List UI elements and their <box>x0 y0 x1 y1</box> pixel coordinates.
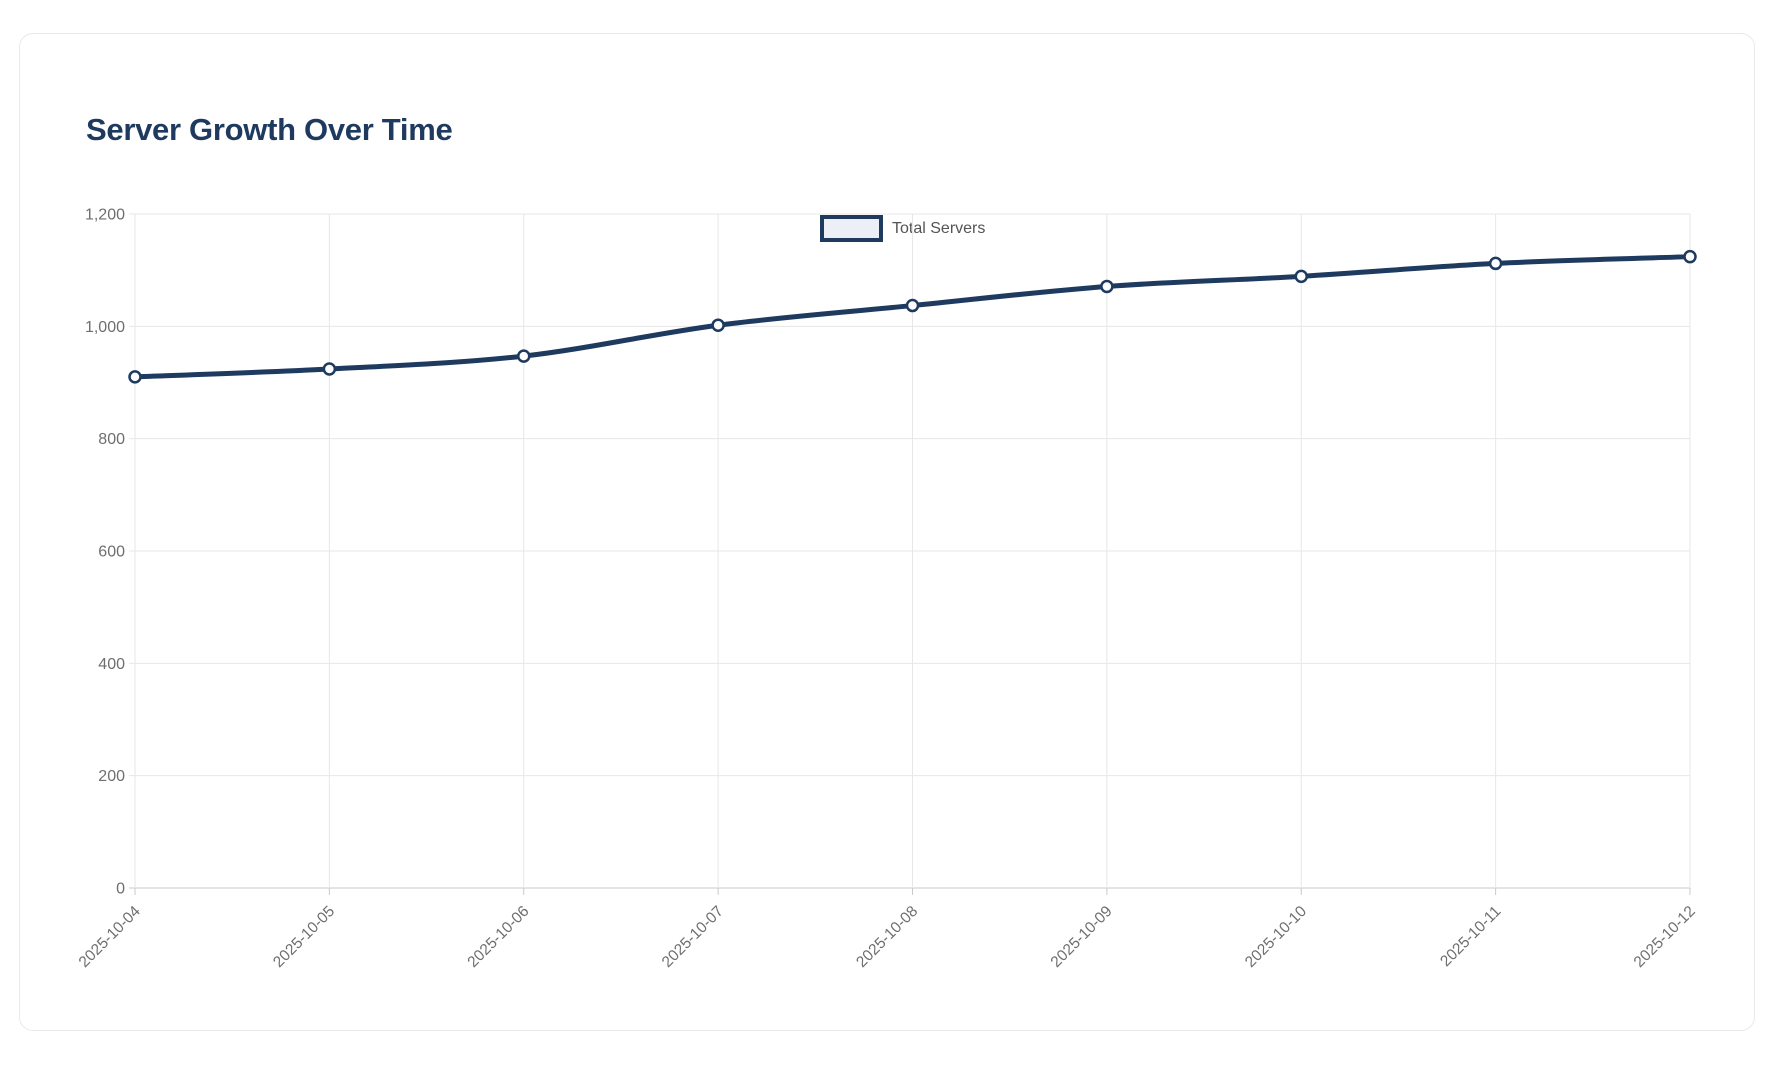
y-grid-and-labels: 0 200 400 600 800 1,000 1,200 <box>85 207 1690 898</box>
x-tick-label: 2025-10-08 <box>853 903 921 971</box>
data-point[interactable] <box>1294 269 1308 284</box>
chart-title: Server Growth Over Time <box>86 112 453 147</box>
data-point[interactable] <box>711 318 725 332</box>
x-grid-and-labels: 2025-10-04 2025-10-05 2025-10-06 2025-10-07… <box>76 214 1699 971</box>
legend-label: Total Servers <box>892 219 986 237</box>
x-tick-label: 2025-10-09 <box>1048 903 1116 971</box>
data-point[interactable] <box>128 370 142 384</box>
y-tick-label: 1,000 <box>85 319 125 336</box>
y-tick-label: 800 <box>98 431 125 448</box>
y-tick-label: 1,200 <box>85 207 125 224</box>
chart-card: Server Growth Over Time Total Servers <box>19 33 1755 1031</box>
y-tick-label: 200 <box>98 768 125 785</box>
y-tick-label: 400 <box>98 656 125 673</box>
data-point[interactable] <box>905 298 920 313</box>
legend-item-total-servers[interactable]: Total Servers <box>820 215 985 242</box>
x-tick-label: 2025-10-11 <box>1437 903 1504 970</box>
x-tick-label: 2025-10-05 <box>270 903 338 971</box>
data-points <box>128 249 1697 384</box>
x-tick-label: 2025-10-07 <box>659 903 727 971</box>
data-point[interactable] <box>1488 256 1503 271</box>
x-tick-label: 2025-10-06 <box>464 903 532 971</box>
y-tick-label: 0 <box>116 881 125 898</box>
data-point[interactable] <box>1100 279 1114 294</box>
y-tick-label: 600 <box>98 544 125 561</box>
data-point[interactable] <box>517 349 531 363</box>
x-tick-label: 2025-10-12 <box>1631 903 1699 971</box>
legend-swatch <box>820 215 883 242</box>
data-point[interactable] <box>322 362 337 376</box>
x-tick-label: 2025-10-04 <box>76 903 144 971</box>
data-point[interactable] <box>1683 249 1697 264</box>
x-tick-label: 2025-10-10 <box>1242 903 1310 971</box>
